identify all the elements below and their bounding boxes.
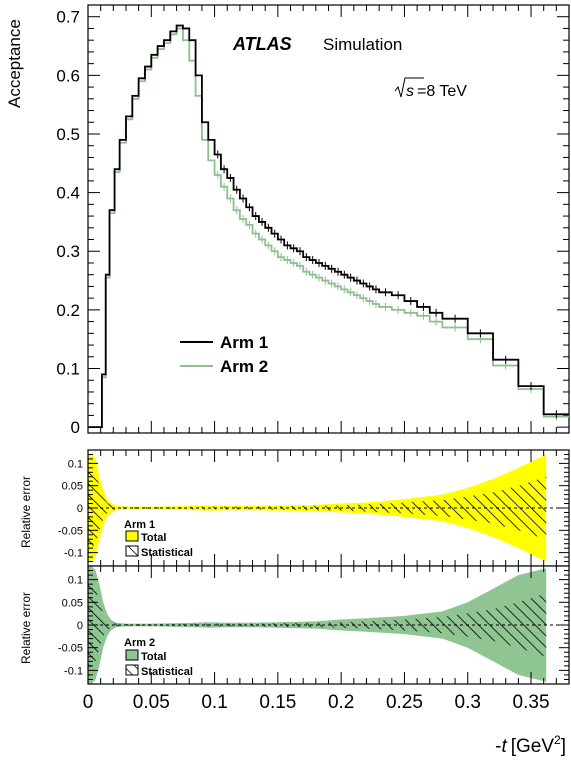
arm1-y-axis: -0.1 -0.05 0 0.05 0.1 bbox=[58, 453, 569, 563]
arm2-error-bands bbox=[88, 566, 569, 684]
sqrt-sign bbox=[394, 77, 424, 98]
energy-sqrt-symbol: s bbox=[406, 83, 414, 100]
acceptance-series bbox=[88, 24, 569, 429]
arm2-legend-total-swatch bbox=[125, 649, 139, 661]
acceptance-y-axis-title: Acceptance bbox=[5, 19, 24, 108]
arm1-legend-stat-label: Statistical bbox=[141, 547, 193, 559]
acceptance-y-tick-label: 0.6 bbox=[56, 66, 80, 85]
x-tick-label: 0.2 bbox=[328, 692, 354, 713]
arm2-y-tick-label: 0 bbox=[77, 620, 83, 632]
arm2-y-tick-label: 0.05 bbox=[62, 597, 83, 609]
legend-arm1-label: Arm 1 bbox=[220, 333, 268, 352]
relative-error-arm1-panel: -0.1 -0.05 0 0.05 0.1 Relative error Arm 1 T… bbox=[19, 449, 570, 567]
x-tick-label: 0.1 bbox=[201, 692, 227, 713]
x-tick-label: 0 bbox=[83, 692, 94, 713]
relative-error-arm2-panel: -0.1 -0.05 0 0.05 0.1 0 0.05 0.1 0.15 0.2 0.25 0.3… bbox=[19, 565, 570, 757]
acceptance-y-tick-label: 0.2 bbox=[56, 301, 80, 320]
arm1-y-tick-label: -0.1 bbox=[64, 548, 83, 560]
acceptance-legend: Arm 1 Arm 2 bbox=[180, 333, 268, 376]
arm1-y-tick-label: 0.05 bbox=[62, 481, 83, 493]
arm2-legend-stat-label: Statistical bbox=[141, 666, 193, 678]
x-axis: 0 0.05 0.1 0.15 0.2 0.25 0.3 0.35 bbox=[83, 566, 557, 713]
acceptance-y-tick-label: 0.1 bbox=[56, 360, 80, 379]
acceptance-plot-frame bbox=[87, 4, 570, 434]
x-axis-title-unit: [GeV bbox=[511, 736, 555, 757]
x-tick-label: 0.25 bbox=[386, 692, 423, 713]
arm1-error-bands bbox=[88, 454, 569, 562]
x-tick-label: 0.3 bbox=[455, 692, 481, 713]
x-axis-title-prefix: - bbox=[495, 736, 501, 757]
arm2-panel-label: Arm 2 bbox=[124, 637, 155, 649]
energy-label: s =8 TeV bbox=[394, 77, 467, 100]
atlas-label: ATLAS bbox=[232, 34, 292, 54]
x-axis-title-close: ] bbox=[561, 736, 566, 757]
acceptance-y-axis: 0 0.1 0.2 0.3 0.4 0.5 0.6 0.7 bbox=[56, 8, 569, 437]
arm1-legend-total-swatch bbox=[125, 530, 139, 542]
acceptance-y-tick-label: 0 bbox=[71, 418, 80, 437]
arm2-y-axis-title: Relative error bbox=[19, 592, 33, 664]
arm1-legend-stat-swatch bbox=[125, 545, 139, 557]
acceptance-x-axis bbox=[87, 5, 557, 433]
acceptance-y-tick-label: 0.7 bbox=[56, 8, 80, 27]
arm2-legend-stat-swatch bbox=[125, 664, 139, 676]
energy-value: =8 TeV bbox=[417, 83, 467, 100]
x-tick-label: 0.15 bbox=[259, 692, 296, 713]
x-axis-title-var: t bbox=[501, 736, 507, 757]
arm1-legend-total-label: Total bbox=[141, 532, 166, 544]
acceptance-panel: 00.10.20.30.40.50.60.7 Acceptance ATLAS … bbox=[5, 4, 570, 437]
arm2-y-axis: -0.1 -0.05 0 0.05 0.1 bbox=[58, 570, 569, 680]
arm2-y-tick-label: 0.1 bbox=[68, 575, 83, 587]
x-axis-title-exp: 2 bbox=[554, 733, 561, 747]
x-axis-title: -t [GeV2] bbox=[495, 733, 566, 757]
arm1-y-tick-label: -0.05 bbox=[58, 525, 83, 537]
acceptance-y-tick-label: 0.3 bbox=[56, 242, 80, 261]
arm1-panel-label: Arm 1 bbox=[124, 519, 155, 531]
arm2-y-tick-label: -0.1 bbox=[64, 665, 83, 677]
legend-arm2-label: Arm 2 bbox=[220, 357, 268, 376]
acceptance-y-tick-label: 0.5 bbox=[56, 125, 80, 144]
arm1-y-tick-label: 0.1 bbox=[68, 458, 83, 470]
simulation-label: Simulation bbox=[323, 35, 402, 54]
arm1-y-tick-label: 0 bbox=[77, 503, 83, 515]
arm1-y-axis-title: Relative error bbox=[19, 476, 33, 548]
acceptance-y-tick-label: 0.4 bbox=[56, 184, 80, 203]
arm1-x-axis bbox=[87, 450, 557, 566]
arm2-legend-total-label: Total bbox=[141, 651, 166, 663]
x-tick-label: 0.35 bbox=[513, 692, 550, 713]
x-tick-label: 0.05 bbox=[133, 692, 170, 713]
arm2-y-tick-label: -0.05 bbox=[58, 643, 83, 655]
